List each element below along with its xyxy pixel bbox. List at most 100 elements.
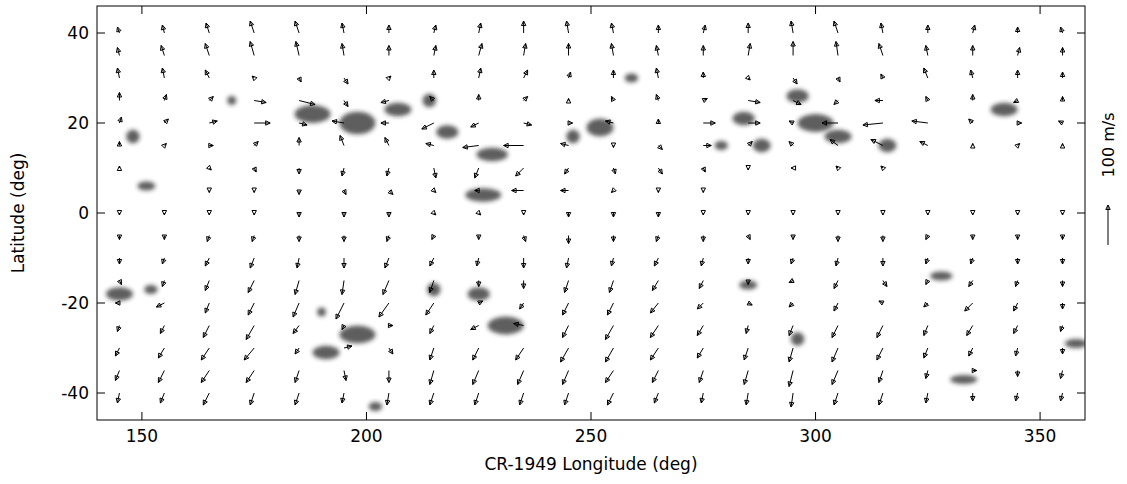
flow-arrow [477,95,481,101]
flow-arrow [654,258,658,266]
flow-arrow [878,44,883,56]
active-region [950,375,977,384]
flow-arrow [521,258,525,268]
x-tick-label: 150 [126,426,158,446]
flow-arrow [297,138,301,146]
flow-arrow [344,78,348,84]
flow-arrow [836,211,840,216]
flow-arrow [612,168,616,174]
flow-arrow [702,99,707,103]
flow-arrow [791,42,795,56]
flow-arrow [387,213,391,218]
flow-arrow [250,393,255,405]
active-region [313,346,340,360]
flow-arrow [201,371,209,383]
flow-arrow [472,371,478,385]
flow-arrow [295,348,299,354]
flow-arrow [162,235,166,240]
flow-arrow [514,322,524,326]
flow-arrow [512,188,524,192]
flow-arrow [1059,121,1064,125]
flow-arrow [924,302,929,307]
plot-area [106,21,1085,411]
flow-arrow [246,371,254,383]
flow-arrow [431,188,436,193]
active-region [369,402,382,411]
flow-arrow [566,44,570,56]
flow-arrow [474,168,478,178]
flow-arrow [655,68,659,78]
flow-arrow [832,371,838,385]
flow-arrow [746,211,750,216]
flow-arrow [477,235,481,240]
flow-arrow [254,100,266,104]
flow-arrow [433,168,437,178]
flow-arrow [863,122,883,126]
flow-arrow [386,236,390,242]
flow-arrow [607,393,613,405]
flow-arrow [1015,281,1019,287]
flow-arrow [294,21,299,33]
flow-arrow [387,371,391,383]
flow-arrow [1015,371,1019,377]
flow-arrow [158,371,164,383]
flow-arrow [790,393,794,407]
x-tick-label: 200 [350,426,382,446]
flow-arrow [160,46,164,56]
active-region [423,94,436,108]
flow-arrow [1017,121,1022,125]
flow-arrow [791,235,795,240]
flow-arrow [201,348,209,360]
flow-arrow [252,211,256,216]
y-tick [97,213,105,214]
flow-arrow [561,188,569,192]
flow-arrow [248,281,254,293]
flow-arrow [252,188,256,193]
flow-arrow [1015,235,1019,240]
flow-arrow [700,258,704,266]
flow-arrow [834,281,838,289]
flow-arrow [430,326,434,334]
active-region [1065,339,1085,348]
flow-arrow [747,301,752,305]
flow-arrow [880,23,884,33]
flow-arrow [925,46,929,56]
flow-arrow [477,281,481,287]
flow-arrow [516,348,524,360]
flow-arrow [658,145,663,150]
flow-arrow [650,303,658,313]
flow-arrow [1015,393,1019,401]
y-tick [97,303,105,304]
flow-arrow [793,78,797,84]
flow-arrow [567,72,571,78]
active-region [126,130,139,144]
active-region [384,103,411,117]
flow-arrow [343,371,347,381]
active-region [476,148,507,162]
active-region [295,105,331,123]
scale-label: 100 m/s [1099,113,1118,178]
flow-arrow [341,168,345,176]
flow-arrow [299,101,315,106]
flow-arrow [748,121,760,125]
flow-arrow [563,326,569,338]
flow-arrow [971,144,975,149]
flow-arrow [160,393,164,403]
flow-arrow [1060,48,1064,56]
flow-arrow [379,303,389,317]
flow-arrow [920,142,928,146]
flow-arrow [478,23,482,33]
flow-arrow [386,168,390,176]
flow-arrow [561,142,569,146]
flow-arrow [1015,70,1019,78]
flow-arrow [118,117,122,123]
flow-arrow [478,301,483,305]
flow-arrow [1060,258,1064,264]
flow-arrow [160,326,164,334]
flow-arrow [654,393,658,403]
active-region [106,287,133,301]
flow-arrow [564,281,569,293]
flow-arrow [789,142,794,147]
flow-arrow [521,281,525,289]
flow-arrow [117,326,121,332]
